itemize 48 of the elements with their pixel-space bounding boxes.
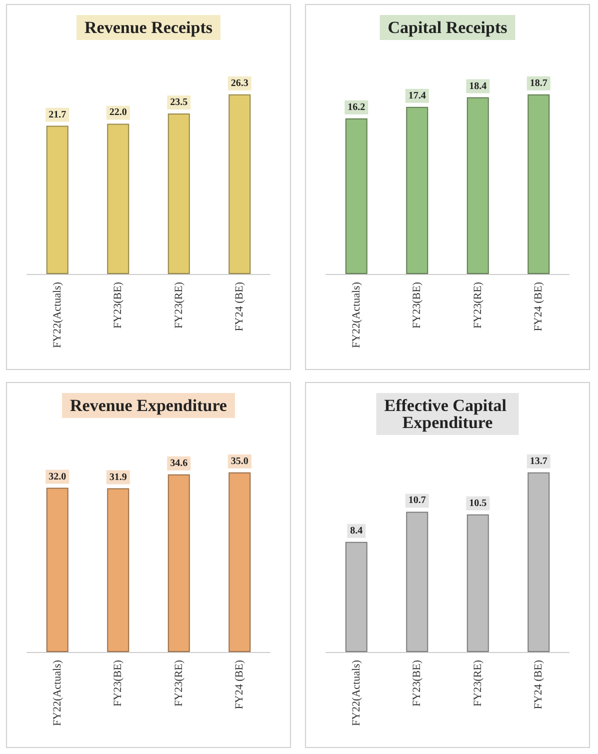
data-label: 23.5 [170, 96, 188, 108]
x-tick-label: FY22(Actuals) [350, 282, 362, 348]
bar [528, 472, 550, 652]
x-tick-label: FY23(BE) [112, 282, 124, 328]
bar [168, 113, 190, 274]
data-label: 10.7 [408, 495, 426, 506]
x-tick-label: FY24 (BE) [532, 282, 545, 332]
x-tick-label: FY23(BE) [411, 282, 424, 328]
bar [228, 94, 251, 274]
data-label: 35.0 [230, 456, 248, 467]
data-label: 26.3 [230, 78, 248, 89]
bar [528, 94, 550, 274]
x-tick-label: FY23(RE) [472, 282, 484, 328]
chart-title: Effective Capital Expenditure [384, 396, 511, 432]
data-label: 10.5 [469, 498, 487, 509]
bar [345, 542, 368, 652]
data-label: 22.0 [109, 107, 127, 118]
bar [46, 126, 68, 274]
chart-title: Capital Receipts [388, 18, 508, 37]
x-tick-label: FY22(Actuals) [51, 282, 64, 348]
chart-title: Revenue Expenditure [70, 396, 228, 415]
data-label: 31.9 [109, 472, 127, 483]
data-label: 34.6 [170, 458, 188, 469]
data-label: 13.7 [530, 456, 548, 467]
data-label: 8.4 [350, 525, 363, 536]
x-tick-label: FY22(Actuals) [350, 660, 362, 726]
data-label: 18.4 [469, 80, 487, 92]
x-tick-label: FY23(RE) [172, 282, 185, 328]
data-label: 32.0 [48, 471, 66, 482]
x-tick-label: FY24 (BE) [234, 660, 246, 710]
bar [406, 106, 428, 274]
chart-title: Revenue Receipts [84, 18, 213, 37]
x-tick-label: FY23(BE) [112, 660, 124, 706]
bar [406, 512, 428, 652]
x-tick-label: FY24 (BE) [532, 660, 545, 710]
bar [466, 514, 489, 652]
data-label: 16.2 [348, 102, 366, 113]
data-label: 17.4 [408, 90, 426, 102]
bar [107, 124, 130, 274]
bar [466, 97, 489, 274]
x-tick-label: FY24 (BE) [234, 282, 246, 332]
bar [345, 118, 368, 274]
data-label: 18.7 [530, 78, 548, 89]
x-tick-label: FY22(Actuals) [51, 660, 64, 726]
x-tick-label: FY23(RE) [472, 660, 484, 706]
x-tick-label: FY23(BE) [411, 660, 424, 706]
x-tick-label: FY23(RE) [172, 660, 185, 706]
data-label: 21.7 [48, 109, 66, 120]
